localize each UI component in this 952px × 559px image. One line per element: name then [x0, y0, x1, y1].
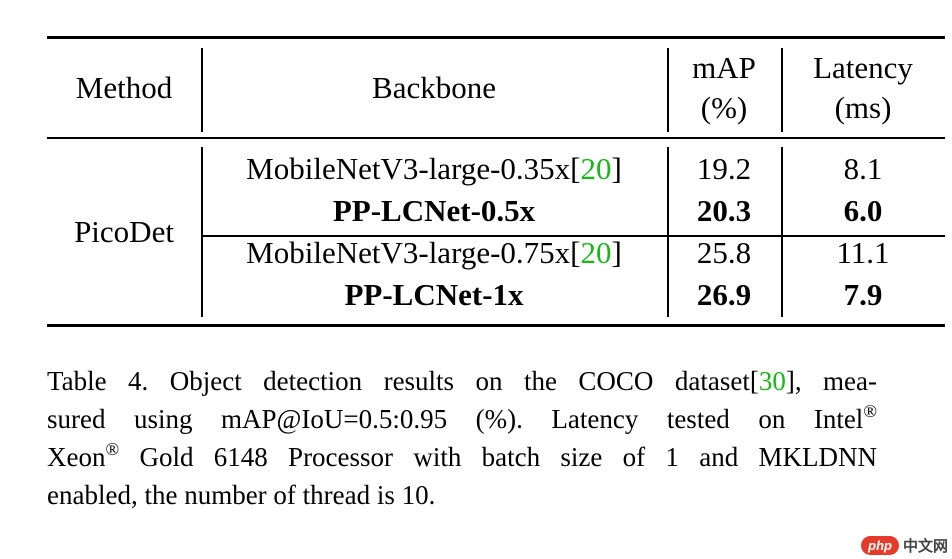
table-row-2-latency: 6.0 — [843, 193, 883, 228]
table-row-4-map: 26.9 — [696, 277, 752, 312]
table-row-3-latency: 11.1 — [836, 235, 890, 270]
table-row-3-backbone: MobileNetV3-large-0.75x[20] — [246, 235, 622, 270]
table-caption: Table 4. Object detection results on the… — [47, 362, 877, 514]
table-row-1-map: 19.2 — [696, 151, 752, 186]
divider-method-body — [201, 147, 203, 317]
table-row-4-latency: 7.9 — [843, 277, 883, 312]
header-map-line1: mAP — [692, 50, 756, 85]
table-row-2-backbone: PP-LCNet-0.5x — [332, 193, 536, 228]
method-picodet: PicoDet — [74, 214, 174, 249]
header-latency-line2: (ms) — [834, 90, 892, 125]
table-group-rule — [201, 235, 945, 237]
divider-map — [781, 48, 783, 132]
registered-mark: ® — [863, 401, 877, 421]
header-backbone: Backbone — [372, 70, 496, 105]
divider-method — [201, 48, 203, 132]
caption-line-4: enabled, the number of thread is 10. — [47, 480, 436, 510]
header-latency-line1: Latency — [813, 50, 913, 85]
php-logo-badge: php — [861, 535, 899, 555]
caption-line-1: Table 4. Object detection results on the… — [47, 366, 878, 396]
table-row-1-backbone: MobileNetV3-large-0.35x[20] — [246, 151, 622, 186]
citation-link[interactable]: 30 — [758, 366, 786, 396]
table-bottom-rule — [47, 324, 945, 327]
caption-line-2: sured using mAP@IoU=0.5:0.95 (%). Latenc… — [47, 401, 877, 434]
php-logo-text: 中文网 — [902, 536, 948, 555]
table-row-1-latency: 8.1 — [843, 151, 883, 186]
header-method: Method — [75, 70, 173, 105]
citation-link[interactable]: 20 — [580, 235, 612, 270]
citation-link[interactable]: 20 — [580, 151, 612, 186]
table-top-rule — [47, 36, 945, 39]
table-row-4-backbone: PP-LCNet-1x — [344, 277, 524, 312]
registered-mark: ® — [105, 439, 120, 459]
php-watermark-logo: php 中文网 — [861, 533, 948, 557]
divider-map-body — [781, 147, 783, 317]
divider-backbone-body — [667, 147, 669, 317]
table-row-3-map: 25.8 — [696, 235, 752, 270]
header-map-line2: (%) — [700, 90, 748, 125]
table-row-2-map: 20.3 — [696, 193, 752, 228]
caption-line-3: Xeon® Gold 6148 Processor with batch siz… — [47, 439, 877, 472]
divider-backbone — [667, 48, 669, 132]
results-table: Method Backbone mAP (%) Latency (ms) Pic… — [47, 36, 945, 328]
table-header-rule — [47, 137, 945, 139]
